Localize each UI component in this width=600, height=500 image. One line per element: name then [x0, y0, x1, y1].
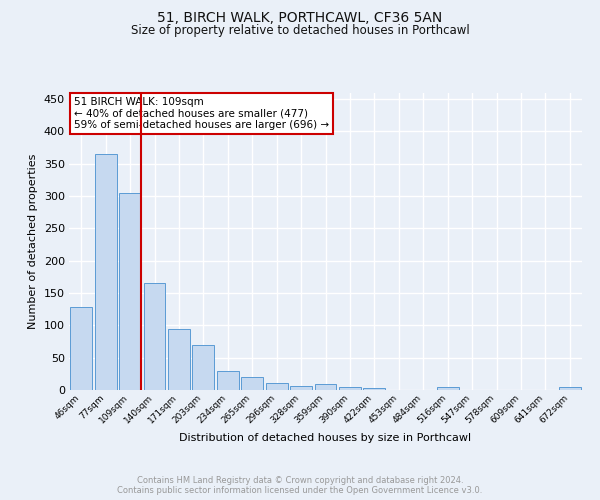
Bar — [143, 284, 166, 390]
Bar — [95, 154, 116, 390]
Text: Contains HM Land Registry data © Crown copyright and database right 2024.: Contains HM Land Registry data © Crown c… — [137, 476, 463, 485]
Bar — [193, 346, 214, 390]
Bar — [437, 388, 458, 390]
Bar — [339, 388, 361, 390]
Bar — [559, 388, 581, 390]
Bar — [241, 377, 263, 390]
Bar — [314, 384, 337, 390]
Text: Contains public sector information licensed under the Open Government Licence v3: Contains public sector information licen… — [118, 486, 482, 495]
Bar — [364, 388, 385, 390]
Y-axis label: Number of detached properties: Number of detached properties — [28, 154, 38, 329]
Text: 51 BIRCH WALK: 109sqm
← 40% of detached houses are smaller (477)
59% of semi-det: 51 BIRCH WALK: 109sqm ← 40% of detached … — [74, 97, 329, 130]
X-axis label: Distribution of detached houses by size in Porthcawl: Distribution of detached houses by size … — [179, 433, 472, 443]
Bar — [290, 386, 312, 390]
Bar — [217, 370, 239, 390]
Bar — [168, 328, 190, 390]
Bar — [119, 192, 141, 390]
Bar — [266, 383, 287, 390]
Text: 51, BIRCH WALK, PORTHCAWL, CF36 5AN: 51, BIRCH WALK, PORTHCAWL, CF36 5AN — [157, 11, 443, 25]
Text: Size of property relative to detached houses in Porthcawl: Size of property relative to detached ho… — [131, 24, 469, 37]
Bar — [70, 307, 92, 390]
